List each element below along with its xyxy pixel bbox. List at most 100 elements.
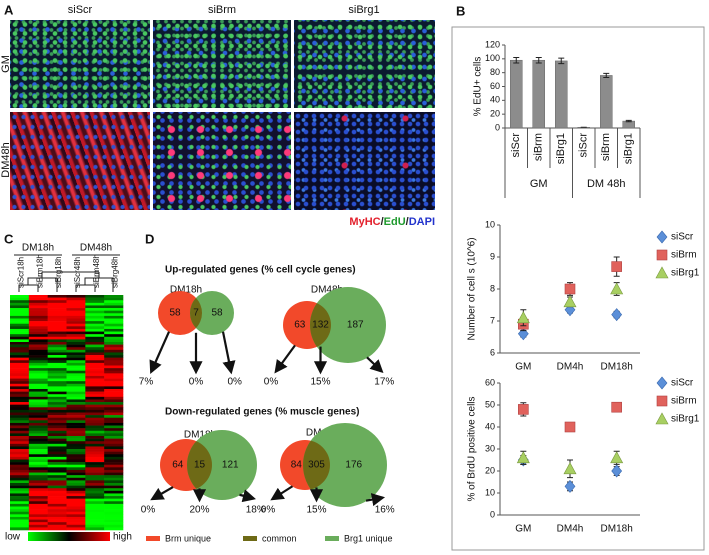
heatmap-cell [66, 310, 86, 314]
heatmap-cell [85, 339, 105, 343]
heatmap-cell [85, 496, 105, 499]
heatmap-cell [28, 321, 48, 325]
heatmap-cell [47, 454, 67, 458]
heatmap-cell [10, 362, 30, 366]
heatmap-cell [10, 409, 30, 413]
heatmap-cell [85, 355, 105, 358]
heatmap-cell [66, 334, 86, 338]
y-tick-label: 20 [490, 109, 500, 119]
heatmap-cell [104, 342, 124, 345]
scale-label: low [5, 532, 21, 543]
heatmap-cell [10, 300, 30, 304]
x-tick-label: DM18h [601, 362, 633, 373]
heatmap-cell [85, 407, 105, 411]
panel-label: D [145, 231, 154, 246]
point [610, 282, 624, 295]
venn-count: 84 [291, 460, 303, 471]
heatmap-cell [104, 506, 124, 510]
heatmap-cell [10, 519, 30, 523]
heatmap-cell [28, 451, 48, 455]
heatmap-cell [104, 394, 124, 398]
heatmap-cell [85, 378, 105, 382]
heatmap-cell [104, 336, 124, 340]
heatmap-cell [104, 443, 124, 447]
micrograph [294, 20, 435, 108]
venn-circle [310, 287, 386, 363]
legend-marker [656, 230, 668, 244]
heatmap-cell [10, 349, 30, 353]
heatmap-cell [47, 370, 67, 374]
heatmap-cell [10, 402, 30, 405]
y-tick-label: 30 [485, 443, 495, 453]
heatmap-cell [104, 396, 124, 400]
heatmap-cell [10, 496, 30, 499]
heatmap-cell [28, 331, 48, 335]
heatmap-cell [10, 451, 30, 455]
error-bar [558, 57, 565, 65]
heatmap-cell [66, 342, 86, 345]
heatmap-cell [85, 428, 105, 432]
heatmap-cell [66, 409, 86, 413]
heatmap-cell [66, 297, 86, 301]
heatmap-cell [66, 383, 86, 387]
venn-count: 7 [193, 308, 199, 319]
heatmap-cell [47, 349, 67, 353]
column-header: siBrg1 [348, 4, 379, 16]
heatmap-cell [66, 331, 86, 335]
group-header: DM48h [80, 243, 112, 254]
heatmap-cell [10, 386, 30, 390]
heatmap-cell [47, 334, 67, 338]
heatmap-cell [85, 399, 105, 403]
heatmap-cell [85, 433, 105, 437]
heatmap-cell [85, 342, 105, 345]
y-tick-label: 20 [485, 465, 495, 475]
heatmap-cell [10, 454, 30, 458]
point [563, 295, 577, 308]
group-label: GM [530, 178, 548, 190]
venn-circle [158, 291, 202, 335]
heatmap-cell [66, 477, 86, 481]
heatmap-cell [28, 305, 48, 309]
point [516, 451, 530, 464]
x-tick-label: siBrm [600, 133, 612, 161]
heatmap-cell [47, 394, 67, 398]
venn-count: 132 [312, 320, 329, 331]
heatmap-cell [10, 462, 30, 466]
y-tick-label: 80 [490, 67, 500, 77]
micrograph [10, 20, 150, 108]
heatmap-cell [104, 467, 124, 471]
heatmap-cell [66, 412, 86, 416]
heatmap-cell [104, 407, 124, 411]
heatmap-cell [28, 394, 48, 398]
arrow [365, 493, 386, 507]
heatmap-cell [47, 459, 67, 463]
heatmap-cell [28, 527, 48, 531]
heatmap-cell [104, 334, 124, 338]
heatmap-cell [104, 428, 124, 432]
heatmap-cell [66, 443, 86, 447]
heatmap-cell [28, 443, 48, 447]
heatmap-cell [66, 394, 86, 398]
heatmap-cell [104, 477, 124, 481]
heatmap-cell [66, 389, 86, 392]
heatmap-cell [85, 514, 105, 518]
heatmap-cell [47, 446, 67, 450]
heatmap-cell [104, 404, 124, 408]
panel-label: C [4, 231, 14, 246]
heatmap-cell [66, 446, 86, 450]
point [611, 401, 622, 413]
heatmap-cell [47, 420, 67, 424]
y-tick-label: 9 [490, 251, 495, 261]
heatmap-cell [47, 300, 67, 304]
heatmap-cell [66, 336, 86, 340]
heatmap-cell [104, 381, 124, 385]
heatmap-cell [10, 483, 30, 486]
heatmap-cell [28, 368, 48, 372]
heatmap-cell [66, 396, 86, 400]
heatmap-cell [10, 326, 30, 330]
heatmap-cell [10, 302, 30, 306]
heatmap-cell [104, 412, 124, 416]
heatmap-cell [66, 357, 86, 361]
heatmap-cell [10, 313, 30, 317]
heatmap-cell [66, 305, 86, 309]
